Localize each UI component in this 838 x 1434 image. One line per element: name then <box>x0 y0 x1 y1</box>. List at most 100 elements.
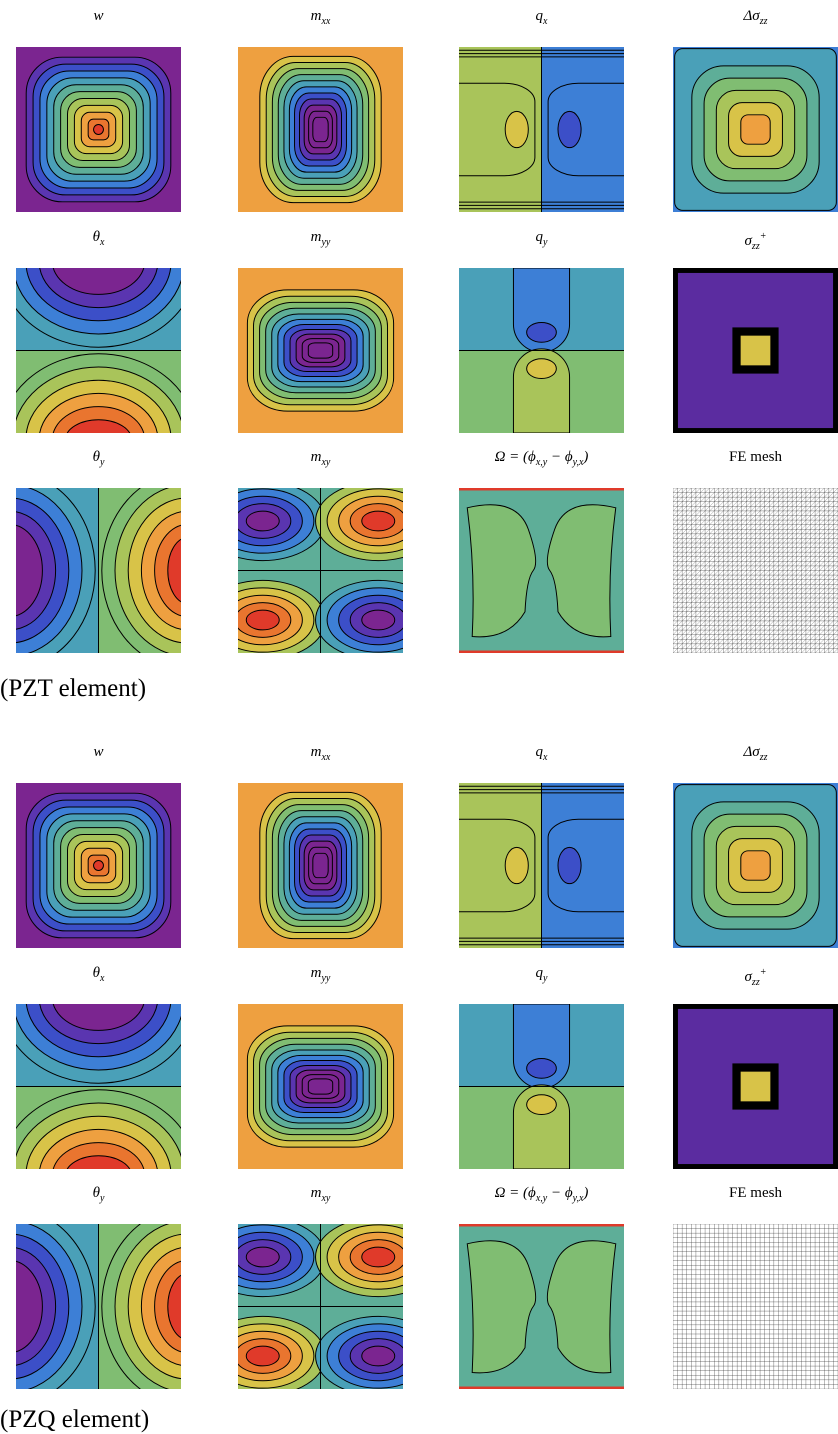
mesh-line <box>750 533 756 539</box>
panel-title: Ω = (ϕx,y − ϕy,x) <box>459 1183 624 1209</box>
mesh-line <box>782 556 788 562</box>
contour-band <box>16 524 43 617</box>
title-text: xx <box>321 752 331 763</box>
mesh-line <box>746 620 752 626</box>
contour-band <box>459 1224 624 1227</box>
mesh-line <box>814 561 820 567</box>
mesh-line <box>814 579 820 585</box>
plot-area <box>459 783 624 948</box>
mesh-line <box>709 648 715 653</box>
plot-area <box>16 783 181 948</box>
mesh-line <box>750 488 756 493</box>
mesh-line <box>727 597 733 603</box>
mesh-line <box>833 584 838 589</box>
mesh-line <box>796 506 802 512</box>
mesh-line <box>741 561 747 567</box>
mesh-line <box>824 524 829 530</box>
mesh-line <box>691 506 697 512</box>
mesh-line <box>732 625 738 631</box>
mesh-line <box>796 643 802 649</box>
mesh-line <box>764 579 770 585</box>
mesh-line <box>746 584 752 589</box>
mesh-line <box>686 602 692 608</box>
mesh-line <box>792 593 797 599</box>
mesh-line <box>709 524 715 530</box>
mesh-line <box>773 506 779 512</box>
mesh-line <box>677 519 683 525</box>
mesh-line <box>787 597 793 603</box>
mesh-line <box>677 552 683 557</box>
contour-plot <box>238 47 403 212</box>
mesh-line <box>782 574 788 580</box>
mesh-line <box>833 579 838 585</box>
mesh-line <box>727 579 733 585</box>
mesh-line <box>792 519 797 525</box>
mesh-line <box>805 588 811 594</box>
mesh-line <box>732 515 738 521</box>
mesh-line <box>686 574 692 580</box>
mesh-line <box>796 497 802 502</box>
mesh-line <box>677 501 683 507</box>
mesh-line <box>755 515 761 521</box>
mesh-line <box>833 561 838 567</box>
mesh-line <box>769 501 774 507</box>
contour-band <box>459 650 624 653</box>
panel-title: FE mesh <box>673 447 838 467</box>
mesh-line <box>732 620 738 626</box>
mesh-line <box>778 570 784 576</box>
mesh-line <box>704 570 710 576</box>
contour-band <box>66 1155 131 1169</box>
mesh-line <box>695 515 701 521</box>
mesh-line <box>727 542 733 548</box>
mesh-line <box>750 538 756 544</box>
mesh-line <box>814 519 820 525</box>
mesh-line <box>746 492 752 498</box>
mesh-line <box>691 533 697 539</box>
mesh-line <box>704 625 710 631</box>
mesh-line <box>801 611 807 617</box>
mesh-line <box>691 538 697 544</box>
mesh-line <box>700 519 706 525</box>
mesh-line <box>796 634 802 640</box>
mesh-line <box>792 579 797 585</box>
mesh-line <box>787 524 793 530</box>
mesh-line <box>810 593 816 599</box>
mesh-line <box>759 488 765 493</box>
mesh-line <box>805 510 811 516</box>
mesh-line <box>782 634 788 640</box>
mesh-line <box>833 616 838 622</box>
mesh-line <box>737 625 742 631</box>
mesh-line <box>773 519 779 525</box>
mesh-line <box>741 492 747 498</box>
panel-title: mxy <box>238 1183 403 1209</box>
mesh-line <box>805 607 811 612</box>
mesh-line <box>764 506 770 512</box>
mesh-line <box>824 574 829 580</box>
plot-area <box>673 488 838 653</box>
mesh-line <box>723 547 729 553</box>
mesh-line <box>714 611 719 617</box>
mesh-line <box>746 611 752 617</box>
mesh-line <box>737 547 742 553</box>
mesh-line <box>824 602 829 608</box>
mesh-line <box>782 588 788 594</box>
mesh-line <box>723 497 729 502</box>
mesh-line <box>796 556 802 562</box>
mesh-line <box>723 597 729 603</box>
mesh-line <box>764 519 770 525</box>
mesh-line <box>723 584 729 589</box>
mesh-line <box>709 629 715 635</box>
mesh-line <box>723 629 729 635</box>
mesh-line <box>732 643 738 649</box>
mesh-line <box>714 639 719 644</box>
mesh-line <box>750 625 756 631</box>
mesh-line <box>782 597 788 603</box>
mesh-line <box>704 556 710 562</box>
mesh-line <box>755 519 761 525</box>
mesh-line <box>700 510 706 516</box>
mesh-line <box>718 529 724 534</box>
mesh-line <box>700 497 706 502</box>
mesh-line <box>805 552 811 557</box>
contour-plot <box>673 47 838 212</box>
mesh-line <box>673 574 678 580</box>
